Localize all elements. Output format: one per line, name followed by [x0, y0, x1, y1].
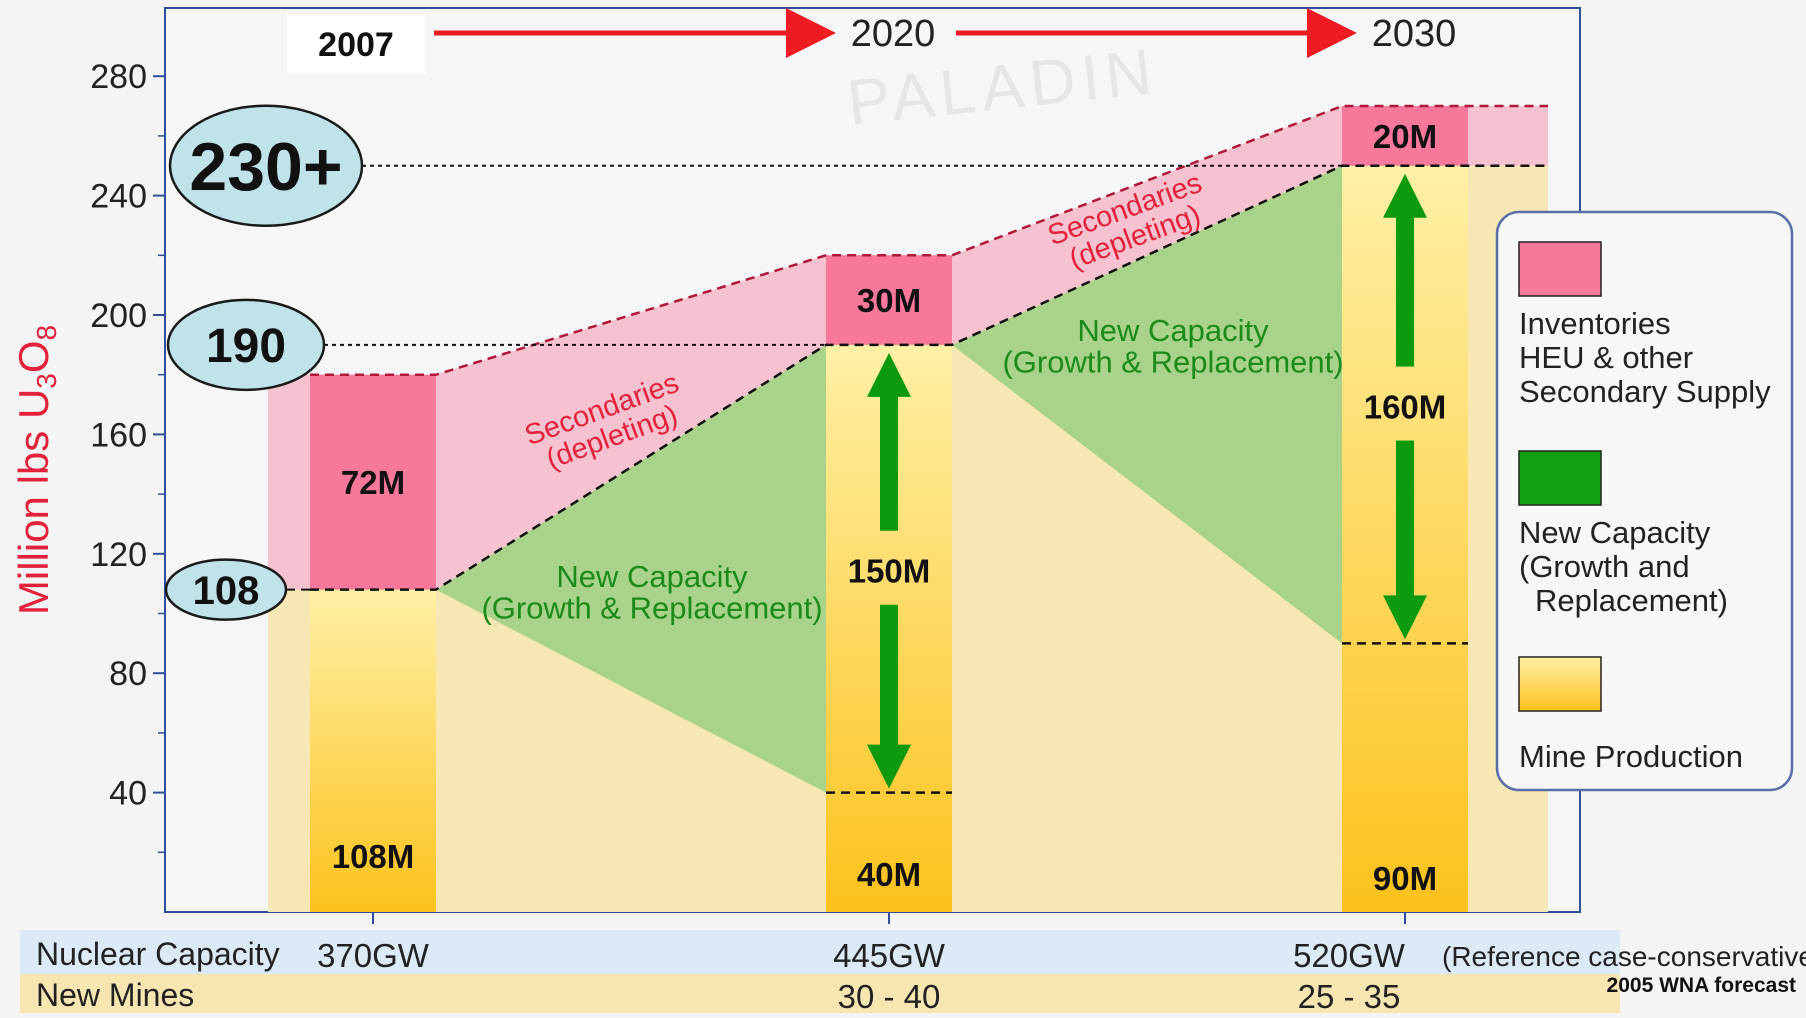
secondary-value-label-1: 30M	[857, 282, 921, 319]
legend: Inventories HEU & other Secondary Supply Ne…	[1495, 210, 1794, 792]
new-capacity-band-2	[952, 165, 1342, 644]
y-axis-label: Million lbs U3O8	[10, 325, 62, 615]
y-tick-label-6: 280	[90, 58, 147, 96]
new-capacity-arrow-1	[867, 352, 911, 789]
legend-box	[1495, 210, 1794, 792]
y-tick-label-2: 120	[90, 536, 147, 574]
table-capacity-2: 520GW	[1293, 937, 1406, 974]
table-mines-2: 25 - 35	[1298, 978, 1401, 1013]
y-tick-label-1: 80	[109, 655, 147, 693]
reference-oval-1	[166, 298, 326, 392]
table-mines-1: 30 - 40	[838, 978, 941, 1013]
reference-label-0: 108	[193, 569, 260, 613]
new-capacity-band-1	[436, 344, 826, 793]
bar-secondary-0	[310, 374, 436, 590]
y-tick-label-3: 160	[90, 416, 147, 454]
new-capacity-annotation-2: New Capacity (Growth & Replacement)	[1002, 313, 1343, 380]
secondary-value-label-2: 20M	[1373, 118, 1437, 155]
bar-secondary-2	[1342, 106, 1468, 166]
bar-mine-0	[310, 589, 436, 912]
table-row-2-bg	[20, 974, 1620, 1013]
supply-boundary-line	[310, 164, 1548, 591]
mine-value-label-1: 40M	[857, 856, 921, 893]
new-capacity-value-label-1: 150M	[848, 553, 931, 590]
reference-label-2: 230+	[189, 129, 342, 205]
new-capacity-arrow-2	[1383, 173, 1427, 640]
new-capacity-annotation-1: New Capacity (Growth & Replacement)	[481, 559, 822, 626]
new-capacity-value-label-2: 160M	[1364, 389, 1447, 426]
bar-secondary-1	[826, 255, 952, 345]
legend-swatch-0	[1518, 241, 1602, 297]
table-row-1-label: Nuclear Capacity	[36, 936, 280, 972]
total-supply-line	[310, 104, 1548, 376]
table-capacity-note: (Reference case-conservative)	[1442, 941, 1806, 972]
secondary-value-label-0: 72M	[341, 464, 405, 501]
legend-label-0: Inventories HEU & other Secondary Supply	[1519, 306, 1771, 409]
table-row-2-label: New Mines	[36, 977, 194, 1013]
reference-label-1: 190	[206, 320, 286, 373]
period-label-1: 2020	[851, 13, 936, 55]
reference-oval-2	[168, 104, 364, 227]
period-box-2007	[287, 14, 426, 74]
mine-value-label-0: 108M	[332, 838, 415, 875]
reference-oval-0	[164, 558, 288, 621]
capacity-table: Nuclear Capacity New Mines 370GW 445GW 30 - …	[20, 930, 1806, 1015]
y-tick-label-5: 240	[90, 178, 147, 216]
legend-swatch-2	[1518, 656, 1602, 712]
mine-value-label-2: 90M	[1373, 860, 1437, 897]
y-tick-label-4: 200	[90, 297, 147, 335]
table-row-1-bg	[20, 930, 1620, 974]
legend-label-1: New Capacity (Growth and Replacement)	[1519, 515, 1728, 618]
y-tick-label-0: 40	[109, 775, 147, 813]
secondaries-band	[268, 106, 1548, 590]
period-label-2: 2030	[1372, 13, 1457, 55]
legend-label-2: Mine Production	[1519, 739, 1743, 774]
legend-swatch-1	[1518, 450, 1602, 506]
source-note: 2005 WNA forecast	[1607, 974, 1796, 997]
table-capacity-1: 445GW	[833, 937, 946, 974]
period-label-0: 2007	[318, 26, 394, 64]
table-capacity-0: 370GW	[317, 937, 430, 974]
